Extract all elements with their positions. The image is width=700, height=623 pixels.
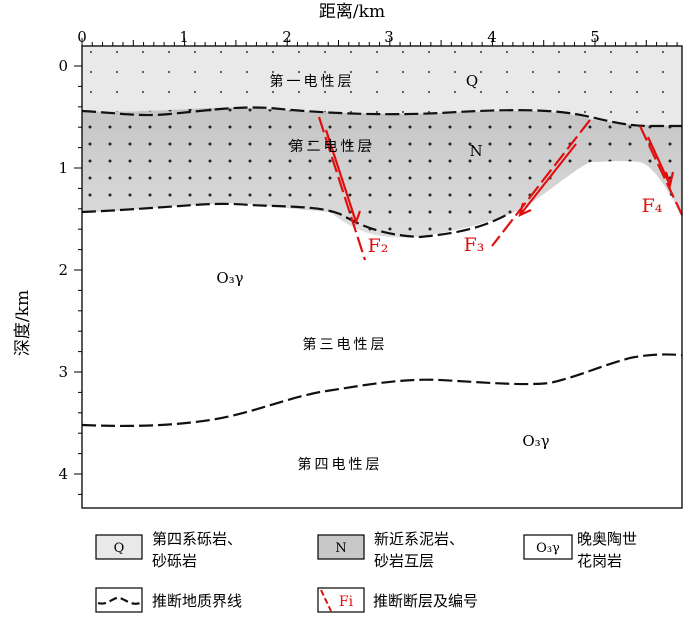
legend-q-swatch bbox=[95, 534, 143, 560]
unit-o3y-lower-label: O₃γ bbox=[522, 432, 549, 450]
boundary-layer3-layer4 bbox=[81, 353, 683, 428]
layer1-dot-pattern bbox=[82, 46, 682, 116]
legend-fault-label: 推断断层及编号 bbox=[373, 592, 478, 610]
fault-f3-arrow bbox=[518, 143, 577, 217]
fault-f3-label: F₃ bbox=[464, 234, 485, 256]
x-axis-ticks bbox=[81, 38, 678, 46]
legend-boundary-line bbox=[97, 596, 141, 605]
y-tick-label-1: 1 bbox=[58, 159, 68, 177]
y-tick-label-4: 4 bbox=[58, 465, 68, 483]
legend-fault-line bbox=[320, 589, 332, 612]
layer4-label: 第四电性层 bbox=[298, 456, 383, 473]
y-axis-title: 深度/km bbox=[13, 290, 33, 356]
y-axis-ticks bbox=[74, 65, 82, 495]
unit-n-label: N bbox=[469, 142, 482, 160]
legend-n-text-line2: 砂岩互层 bbox=[374, 552, 434, 570]
fault-f4-arrow bbox=[647, 136, 675, 190]
unit-o3y-upper-label: O₃γ bbox=[216, 269, 243, 287]
layer3-label: 第三电性层 bbox=[303, 336, 388, 353]
legend: Q 第四系砾岩、 砂砾岩 N 新近系泥岩、 砂岩互层 O₃γ 晚奥陶世 花岗岩 … bbox=[95, 530, 637, 613]
unit-q-label: Q bbox=[466, 72, 478, 90]
y-tick-label-0: 0 bbox=[58, 57, 68, 75]
legend-n-swatch bbox=[317, 534, 365, 560]
legend-boundary-swatch bbox=[95, 587, 143, 613]
fault-f2-line bbox=[317, 116, 367, 261]
layer2-label: 第二电性层 bbox=[290, 138, 375, 155]
boundary-bottom-n bbox=[81, 202, 511, 239]
legend-o-swatch bbox=[523, 534, 573, 560]
y-tick-label-3: 3 bbox=[58, 363, 68, 381]
legend-n-text-line1: 新近系泥岩、 bbox=[374, 530, 464, 548]
x-tick-label-5: 5 bbox=[590, 28, 600, 46]
legend-q-text-line1: 第四系砾岩、 bbox=[152, 530, 242, 548]
legend-o-symbol: O₃γ bbox=[536, 541, 560, 556]
fault-f4-line bbox=[639, 125, 683, 216]
legend-o-text-line2: 花岗岩 bbox=[577, 552, 622, 570]
legend-q-symbol: Q bbox=[114, 541, 125, 556]
x-tick-label-3: 3 bbox=[384, 28, 394, 46]
x-tick-label-4: 4 bbox=[487, 28, 497, 46]
layer2-dot-pattern bbox=[82, 107, 682, 238]
legend-o-text-line1: 晚奥陶世 bbox=[577, 530, 637, 548]
x-axis-title: 距离/km bbox=[319, 2, 385, 22]
legend-fault-symbol: Fi bbox=[339, 594, 354, 610]
layer1-label: 第一电性层 bbox=[270, 73, 355, 90]
x-tick-label-2: 2 bbox=[282, 28, 292, 46]
boundary-top-n bbox=[81, 106, 682, 128]
legend-q-text-line2: 砂砾岩 bbox=[152, 552, 197, 570]
legend-n-symbol: N bbox=[335, 541, 346, 556]
plot-frame bbox=[81, 45, 683, 509]
legend-boundary-label: 推断地质界线 bbox=[152, 592, 242, 610]
fault-f3-line bbox=[491, 119, 591, 247]
fault-f2-arrow bbox=[324, 129, 362, 226]
fault-f4-label: F₄ bbox=[642, 195, 663, 217]
fault-f2-label: F₂ bbox=[368, 235, 389, 257]
y-tick-label-2: 2 bbox=[58, 261, 68, 279]
x-tick-label-0: 0 bbox=[77, 28, 87, 46]
x-tick-label-1: 1 bbox=[179, 28, 189, 46]
